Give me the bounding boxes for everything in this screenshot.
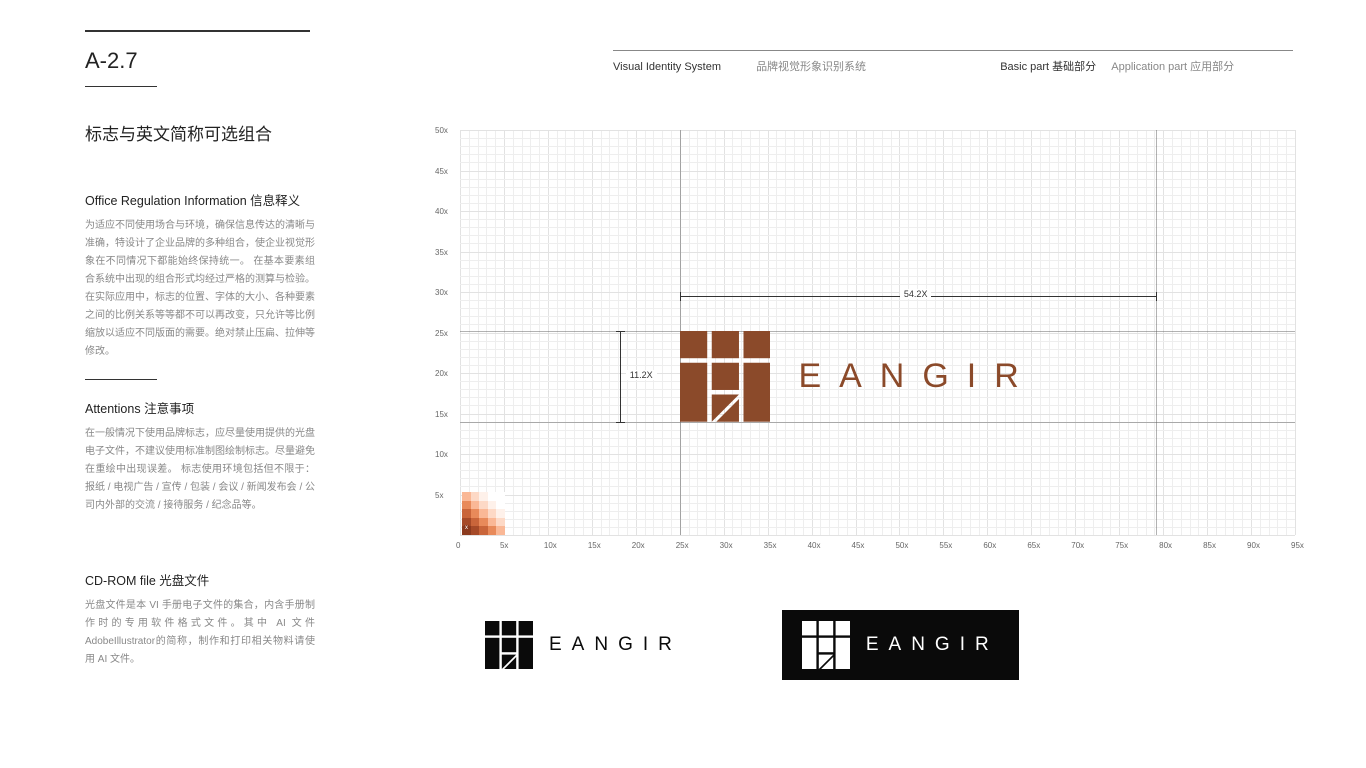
x-axis-tick: 45x <box>852 541 865 550</box>
block-info-text: 为适应不同使用场合与环境，确保信息传达的清晰与准确，特设计了企业品牌的多种组合，… <box>85 217 315 361</box>
x-axis-tick: 5x <box>500 541 508 550</box>
block-attn-text: 在一般情况下使用品牌标志，应尽量使用提供的光盘电子文件，不建议使用标准制图绘制标… <box>85 425 315 515</box>
header-labels: Visual Identity System 品牌视觉形象识别系统 Basic … <box>613 58 1293 74</box>
y-axis-tick: 50x <box>435 126 448 135</box>
code-underline <box>85 86 157 87</box>
block-info: Office Regulation Information 信息释义 为适应不同… <box>85 190 315 515</box>
section-code: A-2.7 <box>85 48 138 74</box>
x-axis-tick: 95x <box>1291 541 1304 550</box>
unit-x-label: x <box>464 525 469 531</box>
top-rule-right <box>613 50 1293 51</box>
logo-wordmark: EANGIR <box>798 357 1036 396</box>
x-axis-tick: 35x <box>764 541 777 550</box>
page-title-cn: 标志与英文简称可选组合 <box>85 120 272 145</box>
x-axis-tick: 60x <box>983 541 996 550</box>
x-axis-tick: 0 <box>456 541 460 550</box>
x-axis-tick: 85x <box>1203 541 1216 550</box>
x-axis-tick: 25x <box>676 541 689 550</box>
header-vis-en: Visual Identity System <box>613 61 753 73</box>
header-vis-cn: 品牌视觉形象识别系统 <box>756 58 936 74</box>
header-app: Application part 应用部分 <box>1111 58 1251 74</box>
y-axis-tick: 15x <box>435 410 448 419</box>
dimension-height <box>620 331 621 422</box>
block-cdrom: CD-ROM file 光盘文件 光盘文件是本 VI 手册电子文件的集合，内含手… <box>85 570 315 669</box>
logo-mark-icon <box>680 331 771 422</box>
x-axis-tick: 15x <box>588 541 601 550</box>
dimension-width-label: 54.2X <box>900 289 932 299</box>
x-axis-tick: 20x <box>632 541 645 550</box>
x-axis-tick: 40x <box>808 541 821 550</box>
top-rule-left <box>85 30 310 32</box>
x-axis-tick: 90x <box>1247 541 1260 550</box>
measurement-grid: 5x 10x 15x 20x 25x 30x 35x 40x 45x 50x 0 5x 10x 15x 2… <box>415 130 1295 560</box>
block-info-title: Office Regulation Information 信息释义 <box>85 190 315 209</box>
block-attn-title: Attentions 注意事项 <box>85 398 315 417</box>
block-cdrom-text: 光盘文件是本 VI 手册电子文件的集合，内含手册制作时的专用软件格式文件。其中 … <box>85 597 315 669</box>
logo-variants-row: EANGIR EANGIR <box>465 610 1245 680</box>
x-axis-tick: 10x <box>544 541 557 550</box>
divider <box>85 379 157 380</box>
logo-wordmark: EANGIR <box>866 634 999 656</box>
x-axis-tick: 65x <box>1027 541 1040 550</box>
x-axis-tick: 80x <box>1159 541 1172 550</box>
y-axis-tick: 35x <box>435 248 448 257</box>
logo-mark-icon <box>485 621 533 669</box>
y-axis-tick: 40x <box>435 207 448 216</box>
y-axis-tick: 20x <box>435 369 448 378</box>
dimension-height-label: 11.2X <box>626 370 657 380</box>
block-cdrom-title: CD-ROM file 光盘文件 <box>85 570 315 589</box>
y-axis-tick: 10x <box>435 450 448 459</box>
y-axis-tick: 30x <box>435 288 448 297</box>
logo-combo-primary: EANGIR <box>680 331 1155 422</box>
y-axis-tick: 5x <box>435 491 443 500</box>
x-axis-tick: 75x <box>1115 541 1128 550</box>
y-axis-tick: 45x <box>435 167 448 176</box>
x-axis-tick: 50x <box>895 541 908 550</box>
logo-wordmark: EANGIR <box>549 634 682 656</box>
x-axis-tick: 30x <box>720 541 733 550</box>
header-basic: Basic part 基础部分 <box>1000 58 1108 74</box>
x-axis-tick: 55x <box>939 541 952 550</box>
logo-mark-icon <box>802 621 850 669</box>
logo-variant-dark: EANGIR <box>782 610 1019 680</box>
y-axis-tick: 25x <box>435 329 448 338</box>
x-axis-tick: 70x <box>1071 541 1084 550</box>
logo-variant-light: EANGIR <box>465 610 702 680</box>
